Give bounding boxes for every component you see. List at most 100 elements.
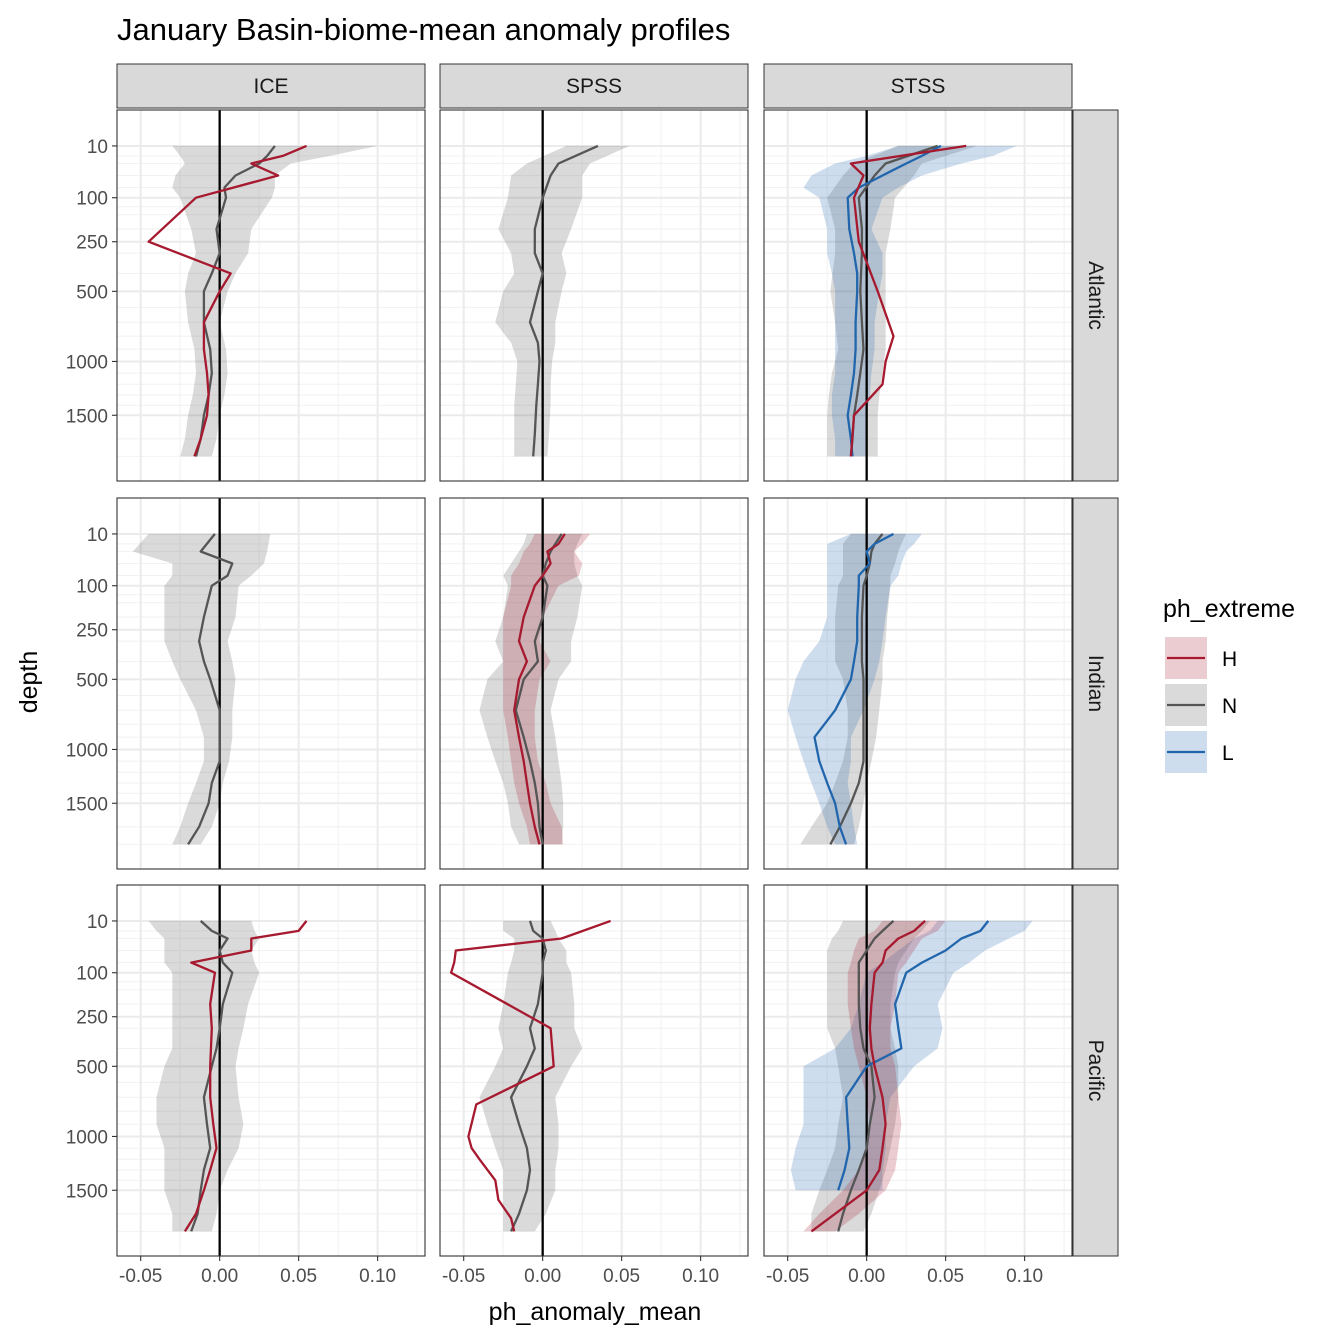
strip-top-ice [116, 63, 426, 109]
panel-atlantic-ice: 10 100 250 500 1000 1500 [66, 109, 426, 482]
strip-right-atlantic [1072, 109, 1119, 482]
legend: ph_extreme H N L [1163, 595, 1295, 773]
strip-top-spss [439, 63, 749, 109]
series-line-n [837, 920, 895, 1232]
x-tick-label: 0.05 [927, 1266, 964, 1287]
legend-entry-n: N [1165, 684, 1237, 726]
series-line-h [849, 144, 967, 457]
series-line-l [837, 920, 990, 1191]
y-tick-label: 1000 [66, 352, 108, 373]
x-tick-label: -0.05 [119, 1266, 162, 1287]
series-line-h [513, 533, 566, 845]
y-tick-label: 500 [76, 282, 108, 303]
x-tick-label: 0.00 [524, 1266, 561, 1287]
y-tick-label: 500 [76, 1057, 108, 1078]
y-tick-label: 10 [87, 137, 108, 158]
ribbon-n [479, 920, 583, 1232]
panel-border [439, 884, 749, 1257]
ribbon-n [132, 533, 271, 845]
strip-top-label: ICE [253, 75, 288, 98]
series-line-n [187, 533, 234, 846]
strip-right-label: Indian [1084, 655, 1107, 712]
strip-top-stss [763, 63, 1073, 109]
series-line-n [829, 533, 884, 845]
legend-label: L [1222, 742, 1234, 765]
panel-border [763, 884, 1073, 1257]
series-line-n [509, 920, 547, 1232]
series-line-l [846, 144, 942, 457]
y-tick-label: 10 [87, 525, 108, 546]
panel-border [116, 497, 426, 870]
ribbon-l [790, 920, 1033, 1191]
ribbon-n [172, 145, 378, 457]
panel-border [116, 884, 426, 1257]
y-tick-label: 100 [76, 964, 108, 985]
strip-right-indian [1072, 497, 1119, 870]
panel-indian-ice: 10 100 250 500 1000 1500 [66, 497, 426, 870]
y-tick-label: 1500 [66, 406, 108, 427]
legend-title: ph_extreme [1163, 595, 1295, 623]
y-tick-label: 10 [87, 912, 108, 933]
panel-border [439, 109, 749, 482]
legend-entry-h: H [1165, 637, 1237, 679]
x-tick-label: 0.10 [359, 1266, 396, 1287]
strip-right-label: Pacific [1084, 1040, 1107, 1102]
series-line-h [449, 919, 611, 1232]
panel-border [763, 497, 1073, 870]
legend-label: N [1222, 695, 1237, 718]
panel-pacific-stss: -0.05 0.00 0.05 0.10 [763, 884, 1073, 1287]
ribbon-n [148, 920, 260, 1232]
strip-top-label: SPSS [566, 75, 622, 98]
x-tick-label: 0.05 [603, 1266, 640, 1287]
panel-atlantic-stss [763, 109, 1073, 482]
panel-border [763, 109, 1073, 482]
x-tick-label: 0.00 [201, 1266, 238, 1287]
y-tick-label: 250 [76, 233, 108, 254]
x-tick-label: 0.10 [682, 1266, 719, 1287]
ribbon-n [495, 145, 630, 457]
series-line-n [849, 144, 939, 457]
series-line-h [147, 144, 307, 457]
series-line-n [190, 920, 234, 1232]
x-tick-label: 0.10 [1006, 1266, 1043, 1287]
y-tick-label: 1500 [66, 1181, 108, 1202]
strip-right-pacific [1072, 884, 1119, 1257]
y-tick-label: 1500 [66, 794, 108, 815]
legend-label: H [1222, 648, 1237, 671]
panel-border [116, 109, 426, 482]
ribbon-n [800, 533, 907, 845]
series-line-n [514, 533, 563, 845]
facet-panels: ICE SPSS STSS Atlantic Indian Pacific 10 100 250… [66, 63, 1119, 1287]
series-line-n [528, 144, 599, 457]
x-tick-label: -0.05 [766, 1266, 809, 1287]
y-tick-label: 250 [76, 1008, 108, 1029]
y-tick-label: 100 [76, 577, 108, 598]
series-line-h [810, 920, 926, 1233]
ribbon-n [479, 533, 583, 845]
y-tick-label: 500 [76, 670, 108, 691]
ribbon-h [803, 920, 946, 1232]
chart-title: January Basin-biome-mean anomaly profile… [117, 12, 730, 47]
series-line-l [813, 532, 895, 845]
x-tick-label: 0.00 [848, 1266, 885, 1287]
panel-pacific-ice: 10 100 250 500 1000 1500 -0.05 0.00 0.05 0.10 [66, 884, 426, 1287]
panel-atlantic-spss [439, 109, 749, 482]
y-axis-title: depth [15, 651, 43, 714]
strip-right-label: Atlantic [1084, 261, 1107, 330]
legend-entry-l: L [1165, 731, 1234, 773]
y-tick-label: 1000 [66, 1127, 108, 1148]
panel-border [439, 497, 749, 870]
x-axis-title: ph_anomaly_mean [489, 1298, 702, 1326]
ribbon-n [827, 145, 978, 457]
strip-top-label: STSS [891, 75, 946, 98]
series-line-h [183, 920, 308, 1233]
x-tick-label: 0.05 [280, 1266, 317, 1287]
panel-indian-spss [439, 497, 749, 870]
panel-pacific-spss: -0.05 0.00 0.05 0.10 [439, 884, 749, 1287]
ribbon-n [811, 920, 930, 1232]
x-tick-label: -0.05 [442, 1266, 485, 1287]
y-tick-label: 1000 [66, 740, 108, 761]
y-tick-label: 250 [76, 621, 108, 642]
y-tick-label: 100 [76, 189, 108, 210]
